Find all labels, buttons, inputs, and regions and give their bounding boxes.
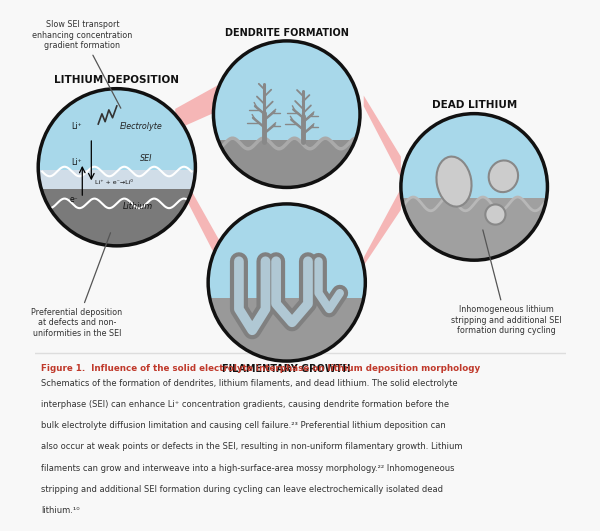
Circle shape: [401, 114, 547, 260]
Ellipse shape: [485, 204, 505, 225]
Circle shape: [401, 114, 547, 260]
Ellipse shape: [436, 157, 472, 207]
Text: e⁻: e⁻: [70, 195, 79, 204]
Circle shape: [214, 41, 360, 187]
Text: Schematics of the formation of dendrites, lithium filaments, and dead lithium. T: Schematics of the formation of dendrites…: [41, 379, 457, 388]
Circle shape: [208, 204, 365, 361]
Circle shape: [214, 41, 360, 187]
Circle shape: [401, 114, 547, 260]
Text: bulk electrolyte diffusion limitation and causing cell failure.²³ Preferential l: bulk electrolyte diffusion limitation an…: [41, 421, 446, 430]
Polygon shape: [364, 189, 401, 266]
Circle shape: [208, 204, 365, 361]
Circle shape: [208, 204, 365, 361]
Text: stripping and additional SEI formation during cycling can leave electrochemicall: stripping and additional SEI formation d…: [41, 485, 443, 494]
Circle shape: [38, 89, 196, 246]
Polygon shape: [175, 82, 223, 130]
Text: DEAD LITHIUM: DEAD LITHIUM: [431, 100, 517, 110]
Text: FILAMENTARY GROWTH: FILAMENTARY GROWTH: [223, 364, 351, 374]
Bar: [38, 189, 196, 246]
Text: lithium.¹⁰: lithium.¹⁰: [41, 506, 79, 515]
Circle shape: [401, 114, 547, 260]
Polygon shape: [364, 96, 401, 178]
Circle shape: [401, 114, 547, 260]
Ellipse shape: [488, 160, 518, 192]
Circle shape: [208, 204, 365, 361]
Polygon shape: [175, 162, 223, 271]
Circle shape: [208, 204, 365, 361]
Text: Li⁺: Li⁺: [71, 158, 82, 167]
Text: Slow SEI transport
enhancing concentration
gradient formation: Slow SEI transport enhancing concentrati…: [32, 20, 133, 108]
Circle shape: [208, 204, 365, 361]
Bar: [38, 170, 196, 203]
Bar: [208, 298, 365, 361]
Text: Lithium: Lithium: [123, 202, 153, 211]
Circle shape: [38, 89, 196, 246]
Circle shape: [208, 204, 365, 361]
Circle shape: [38, 89, 196, 246]
Text: Inhomogeneous lithium
stripping and additional SEI
formation during cycling: Inhomogeneous lithium stripping and addi…: [451, 230, 562, 335]
Text: interphase (SEI) can enhance Li⁺ concentration gradients, causing dendrite forma: interphase (SEI) can enhance Li⁺ concent…: [41, 400, 449, 409]
Text: Electrolyte: Electrolyte: [119, 122, 162, 131]
Text: Preferential deposition
at defects and non-
uniformities in the SEI: Preferential deposition at defects and n…: [31, 233, 122, 338]
Text: filaments can grow and interweave into a high-surface-area mossy morphology.²² I: filaments can grow and interweave into a…: [41, 464, 454, 473]
Circle shape: [208, 204, 365, 361]
Circle shape: [214, 41, 360, 187]
Bar: [214, 140, 360, 187]
Text: SEI: SEI: [140, 154, 152, 163]
Text: DENDRITE FORMATION: DENDRITE FORMATION: [225, 28, 349, 38]
Text: Figure 1.  Influence of the solid electrolyte interphase on lithium deposition m: Figure 1. Influence of the solid electro…: [41, 364, 480, 373]
Text: LITHIUM DEPOSITION: LITHIUM DEPOSITION: [55, 75, 179, 85]
Text: Li⁺: Li⁺: [71, 122, 82, 131]
Circle shape: [401, 114, 547, 260]
Bar: [401, 198, 547, 260]
Text: also occur at weak points or defects in the SEI, resulting in non-uniform filame: also occur at weak points or defects in …: [41, 442, 463, 451]
Text: Li⁺ + e⁻→Li⁰: Li⁺ + e⁻→Li⁰: [95, 180, 133, 185]
Circle shape: [38, 89, 196, 246]
Circle shape: [38, 89, 196, 246]
